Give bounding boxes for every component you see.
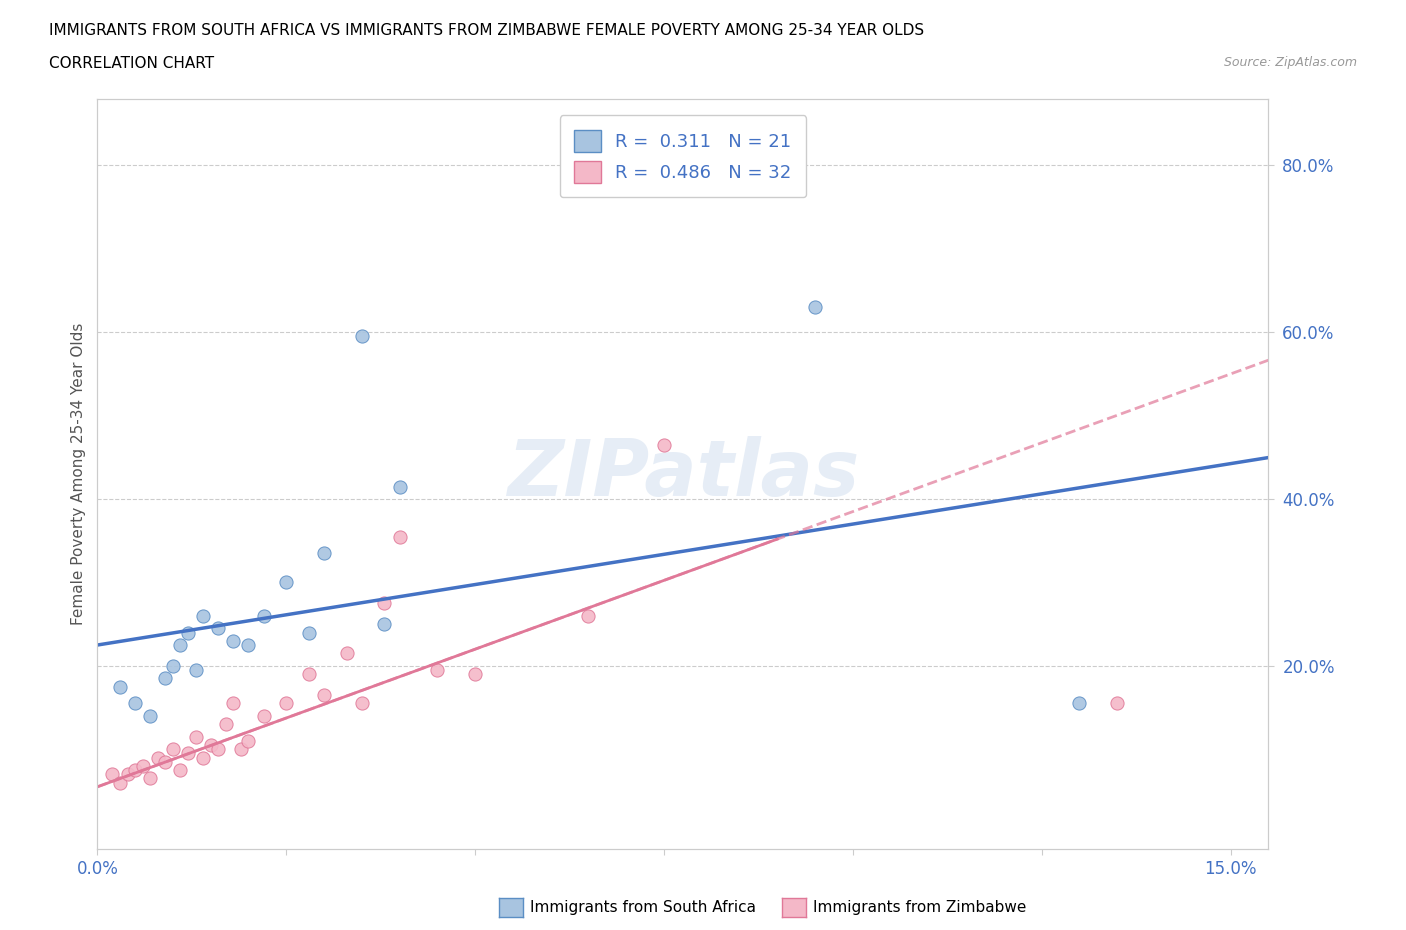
Point bbox=[117, 767, 139, 782]
Point bbox=[124, 763, 146, 777]
Point bbox=[139, 771, 162, 786]
Point bbox=[252, 608, 274, 623]
Legend: R =  0.311   N = 21, R =  0.486   N = 32: R = 0.311 N = 21, R = 0.486 N = 32 bbox=[560, 115, 806, 197]
Point bbox=[298, 667, 321, 682]
Point bbox=[101, 767, 124, 782]
Point bbox=[162, 742, 184, 757]
Point bbox=[238, 734, 260, 749]
Point bbox=[350, 329, 373, 344]
Point bbox=[124, 696, 146, 711]
Text: CORRELATION CHART: CORRELATION CHART bbox=[49, 56, 214, 71]
Text: Source: ZipAtlas.com: Source: ZipAtlas.com bbox=[1223, 56, 1357, 69]
Point bbox=[350, 696, 373, 711]
Text: ZIPatlas: ZIPatlas bbox=[506, 436, 859, 512]
Point bbox=[191, 751, 214, 765]
Point bbox=[1069, 696, 1091, 711]
Point bbox=[276, 696, 298, 711]
Point bbox=[464, 667, 486, 682]
Point bbox=[108, 679, 131, 694]
Point bbox=[207, 621, 229, 636]
Point bbox=[312, 546, 335, 561]
Point bbox=[131, 759, 153, 774]
Point bbox=[146, 751, 169, 765]
Point bbox=[312, 687, 335, 702]
Point bbox=[155, 671, 177, 685]
Point bbox=[215, 717, 238, 732]
Point bbox=[804, 299, 827, 314]
Point bbox=[200, 737, 222, 752]
Point bbox=[222, 696, 245, 711]
Point bbox=[1107, 696, 1129, 711]
Point bbox=[155, 754, 177, 769]
Point bbox=[276, 575, 298, 590]
Point bbox=[373, 617, 395, 631]
Text: Immigrants from South Africa: Immigrants from South Africa bbox=[530, 900, 756, 915]
Point bbox=[177, 746, 200, 761]
Point bbox=[184, 729, 207, 744]
Point bbox=[229, 742, 252, 757]
Point bbox=[426, 662, 449, 677]
Point bbox=[184, 662, 207, 677]
Point bbox=[578, 608, 600, 623]
Point bbox=[252, 709, 274, 724]
Point bbox=[191, 608, 214, 623]
Point bbox=[207, 742, 229, 757]
Point bbox=[222, 633, 245, 648]
Point bbox=[139, 709, 162, 724]
Point bbox=[108, 776, 131, 790]
Point bbox=[298, 625, 321, 640]
Text: IMMIGRANTS FROM SOUTH AFRICA VS IMMIGRANTS FROM ZIMBABWE FEMALE POVERTY AMONG 25: IMMIGRANTS FROM SOUTH AFRICA VS IMMIGRAN… bbox=[49, 23, 924, 38]
Y-axis label: Female Poverty Among 25-34 Year Olds: Female Poverty Among 25-34 Year Olds bbox=[72, 323, 86, 625]
Text: Immigrants from Zimbabwe: Immigrants from Zimbabwe bbox=[813, 900, 1026, 915]
Point bbox=[373, 596, 395, 611]
Point bbox=[388, 479, 411, 494]
Point bbox=[169, 763, 191, 777]
Point bbox=[336, 646, 359, 661]
Point bbox=[169, 638, 191, 653]
Point bbox=[177, 625, 200, 640]
Point bbox=[388, 529, 411, 544]
Point bbox=[652, 437, 675, 452]
Point bbox=[162, 658, 184, 673]
Point bbox=[238, 638, 260, 653]
